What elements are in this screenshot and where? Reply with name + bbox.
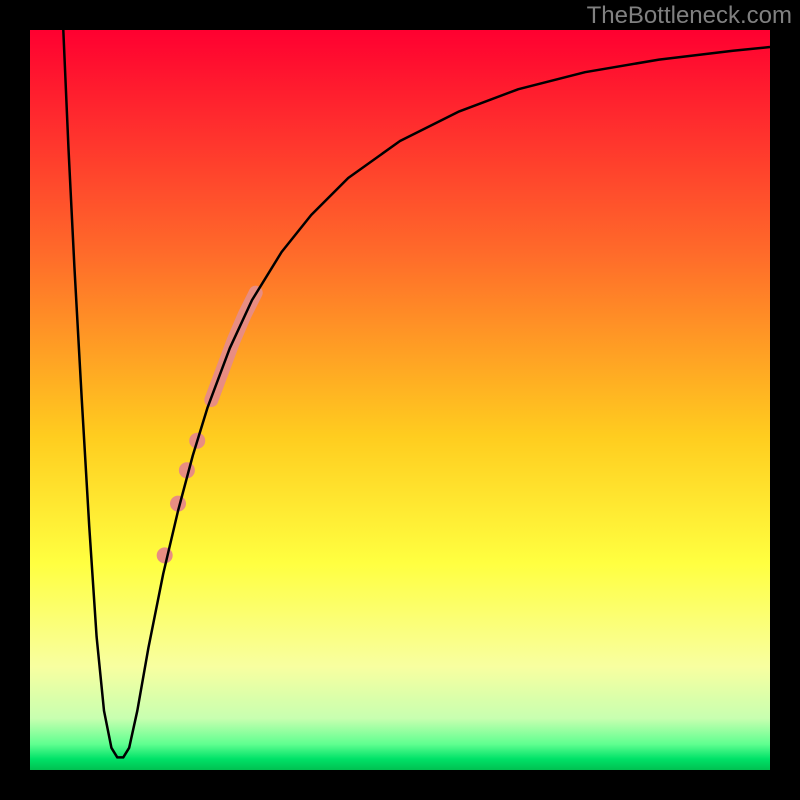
chart-svg (0, 0, 800, 800)
highlight-dot (157, 547, 173, 563)
watermark-text: TheBottleneck.com (587, 2, 792, 30)
chart-container: TheBottleneck.com (0, 0, 800, 800)
